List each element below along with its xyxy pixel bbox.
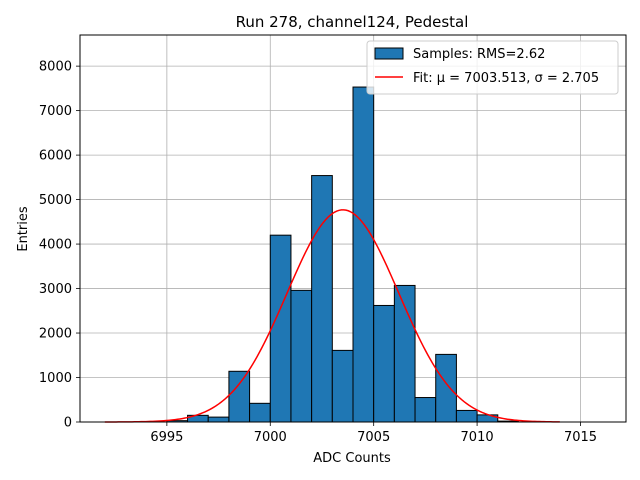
x-tick-label: 7005 xyxy=(357,430,390,445)
y-tick-label: 6000 xyxy=(39,149,72,164)
y-tick-label: 3000 xyxy=(39,282,72,297)
histogram-bar xyxy=(228,370,251,423)
histogram-bar xyxy=(373,304,395,423)
y-tick-label: 5000 xyxy=(39,193,72,208)
histogram-bars xyxy=(166,86,519,423)
histogram-bar xyxy=(435,353,457,423)
x-tick-label: 6995 xyxy=(150,430,183,445)
histogram-bar xyxy=(331,349,354,423)
legend-label-fit: Fit: μ = 7003.513, σ = 2.705 xyxy=(413,71,599,86)
x-axis-label: ADC Counts xyxy=(313,451,391,466)
legend-label-samples: Samples: RMS=2.62 xyxy=(413,47,545,62)
plot-area-frame xyxy=(79,34,627,423)
histogram-bar xyxy=(352,86,375,423)
histogram-bar xyxy=(269,234,292,423)
histogram-bar xyxy=(290,289,313,423)
histogram-bar xyxy=(311,175,333,423)
x-tick-label: 7000 xyxy=(254,430,287,445)
legend: Samples: RMS=2.62 Fit: μ = 7003.513, σ =… xyxy=(366,40,619,95)
y-tick-label: 1000 xyxy=(39,371,72,386)
histogram-bar xyxy=(414,397,437,423)
y-tick-label: 7000 xyxy=(39,104,72,119)
x-axis-ticks: 6995 7000 7005 7010 7015 xyxy=(150,422,597,445)
y-axis-ticks: 0 1000 2000 3000 4000 5000 6000 7000 8000 xyxy=(39,60,80,431)
x-tick-label: 7015 xyxy=(564,430,597,445)
legend-box xyxy=(366,40,619,95)
y-tick-label: 2000 xyxy=(39,327,72,342)
y-tick-label: 8000 xyxy=(39,60,72,75)
y-tick-label: 0 xyxy=(64,416,72,431)
y-axis-label: Entries xyxy=(16,206,31,252)
x-tick-label: 7010 xyxy=(461,430,494,445)
y-tick-label: 4000 xyxy=(39,238,72,253)
chart-title: Run 278, channel124, Pedestal xyxy=(236,13,469,31)
legend-swatch-samples xyxy=(374,47,404,60)
histogram-bar xyxy=(249,402,271,423)
histogram-bar xyxy=(455,409,478,423)
histogram-bar xyxy=(207,416,230,423)
fit-curve xyxy=(104,209,560,423)
